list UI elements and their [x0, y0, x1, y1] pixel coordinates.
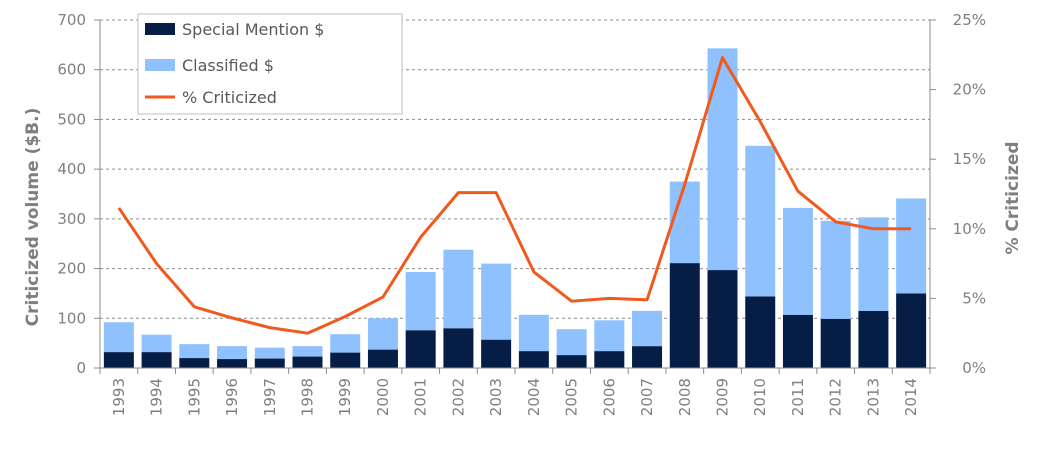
bar-classified — [481, 263, 512, 340]
bar-special-mention — [179, 358, 210, 368]
bar-classified — [745, 145, 776, 297]
x-tick-label: 1993 — [110, 378, 128, 416]
y2-axis-title: % Criticized — [1003, 141, 1023, 254]
x-tick-label: 1994 — [148, 378, 166, 416]
y-tick-label: 500 — [57, 110, 86, 128]
bar-special-mention — [367, 349, 398, 368]
legend-label-percent-criticized: % Criticized — [182, 88, 277, 107]
x-tick-label: 1996 — [223, 378, 241, 416]
bar-classified — [782, 207, 813, 315]
x-tick-label: 2007 — [638, 378, 656, 416]
x-tick-label: 1998 — [299, 378, 317, 416]
bar-classified — [896, 198, 927, 294]
bar-classified — [632, 310, 663, 347]
bar-special-mention — [518, 351, 549, 368]
bar-special-mention — [632, 346, 663, 368]
y-tick-label: 700 — [57, 11, 86, 29]
legend-box — [137, 13, 403, 115]
bar-classified — [292, 346, 323, 357]
bar-special-mention — [896, 293, 927, 368]
bar-special-mention — [745, 296, 776, 368]
x-tick-label: 2001 — [412, 378, 430, 416]
percent-line — [117, 56, 912, 335]
bar-classified — [594, 320, 625, 352]
y-axis-title: Criticized volume ($B.) — [23, 108, 43, 327]
x-tick-label: 1997 — [261, 378, 279, 416]
bar-special-mention — [669, 263, 700, 368]
y2-tick-label: 25% — [953, 11, 986, 29]
x-tick-label: 2009 — [714, 378, 732, 416]
line-percent-criticized — [117, 56, 912, 335]
y2-tick-label: 10% — [953, 220, 986, 238]
x-tick-label: 1999 — [336, 378, 354, 416]
bar-classified — [669, 181, 700, 264]
x-tick-label: 2006 — [600, 378, 618, 416]
legend-label-special-mention: Special Mention $ — [182, 20, 324, 39]
y2-tick-label: 0% — [962, 359, 986, 377]
bar-classified — [217, 346, 248, 360]
bar-classified — [443, 249, 474, 329]
bar-special-mention — [141, 352, 172, 368]
y-tick-label: 400 — [57, 160, 86, 178]
y-tick-label: 200 — [57, 260, 86, 278]
legend: Special Mention $ Classified $ % Critici… — [137, 13, 403, 115]
bar-classified — [254, 347, 285, 359]
y2-tick-label: 20% — [953, 81, 986, 99]
bar-special-mention — [556, 355, 587, 368]
bar-classified — [707, 48, 738, 271]
bar-classified — [367, 318, 398, 350]
bar-special-mention — [405, 330, 436, 368]
x-tick-label: 2004 — [525, 378, 543, 416]
bar-special-mention — [858, 310, 889, 368]
bar-classified — [103, 322, 134, 353]
x-tick-label: 2008 — [676, 378, 694, 416]
bar-special-mention — [782, 314, 813, 368]
bar-classified — [858, 217, 889, 311]
bar-special-mention — [820, 318, 851, 368]
x-tick-label: 2000 — [374, 378, 392, 416]
bar-classified — [556, 329, 587, 356]
x-tick-label: 2013 — [864, 378, 882, 416]
bar-classified — [405, 272, 436, 331]
bar-special-mention — [330, 352, 361, 368]
x-tick-label: 2010 — [751, 378, 769, 416]
bar-special-mention — [254, 358, 285, 368]
bar-special-mention — [707, 270, 738, 368]
bar-special-mention — [103, 352, 134, 368]
y-tick-label: 300 — [57, 210, 86, 228]
legend-label-classified: Classified $ — [182, 56, 274, 75]
x-tick-label: 2002 — [449, 378, 467, 416]
y2-tick-label: 15% — [953, 150, 986, 168]
bar-special-mention — [481, 339, 512, 368]
bars — [103, 48, 927, 368]
legend-swatch-special-mention — [145, 23, 175, 35]
x-tick-label: 1995 — [185, 378, 203, 416]
x-tick-label: 2003 — [487, 378, 505, 416]
bar-special-mention — [443, 328, 474, 368]
bar-special-mention — [217, 359, 248, 368]
x-tick-label: 2005 — [563, 378, 581, 416]
bar-classified — [330, 334, 361, 353]
y2-tick-label: 5% — [962, 289, 986, 307]
bar-classified — [179, 344, 210, 359]
legend-swatch-classified — [145, 59, 175, 71]
bar-classified — [518, 314, 549, 352]
y-tick-label: 600 — [57, 61, 86, 79]
x-tick-label: 2011 — [789, 378, 807, 416]
bar-classified — [141, 334, 172, 353]
axes: 0 100 200 300 400 500 600 700 0% 5% 10% 15% 20% 25% 19… — [57, 11, 986, 416]
bar-classified — [820, 220, 851, 319]
bar-special-mention — [594, 351, 625, 368]
bar-special-mention — [292, 356, 323, 368]
y-tick-label: 100 — [57, 309, 86, 327]
x-tick-label: 2014 — [902, 378, 920, 416]
x-tick-label: 2012 — [827, 378, 845, 416]
y-tick-label: 0 — [76, 359, 86, 377]
